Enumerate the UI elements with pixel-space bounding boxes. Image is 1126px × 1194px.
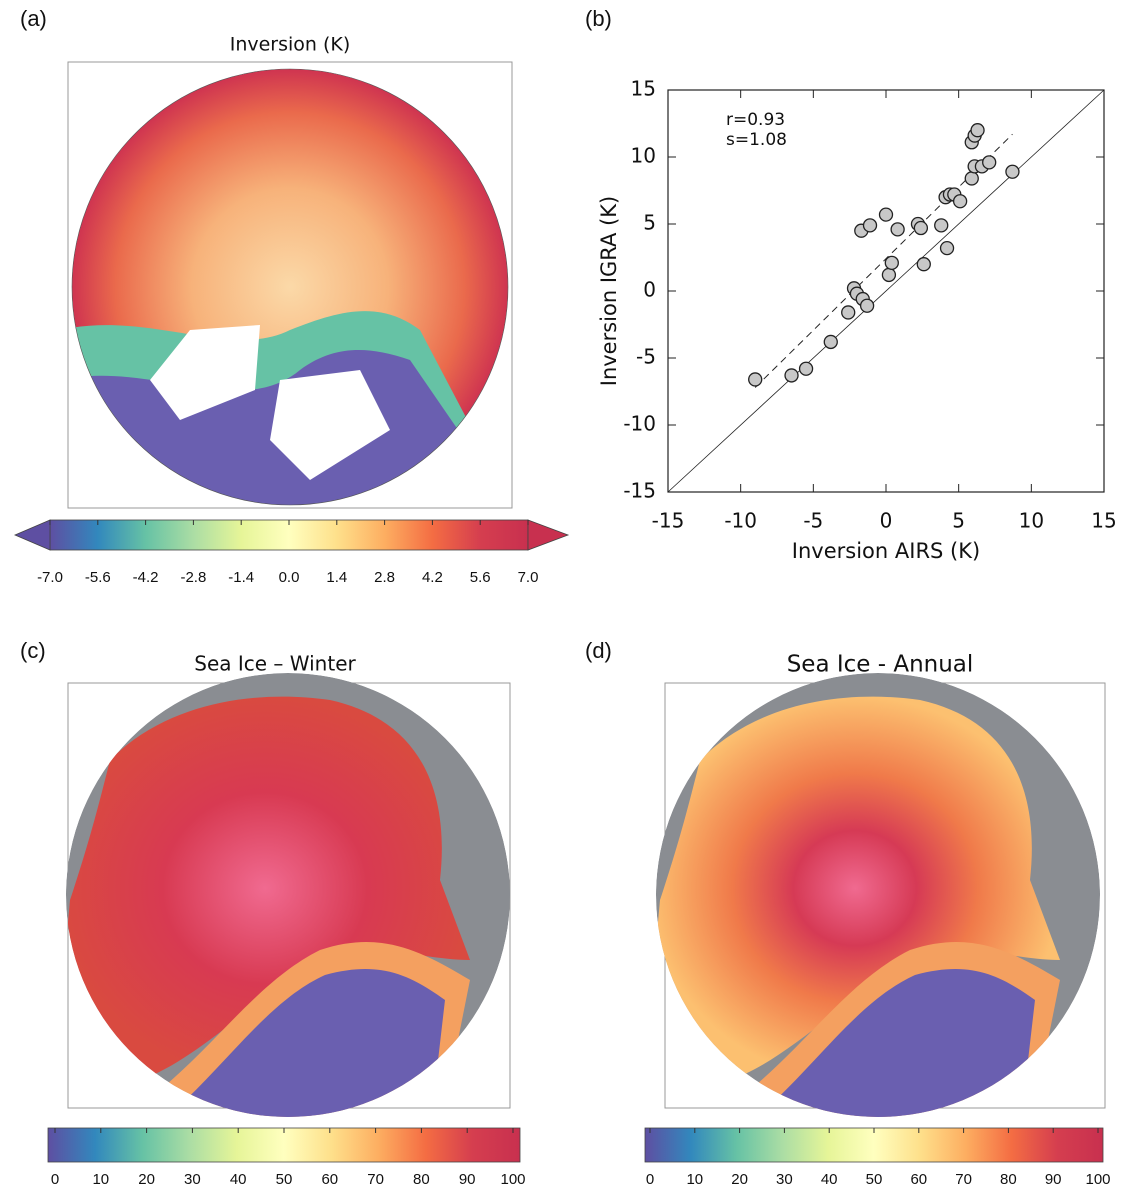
point (882, 268, 895, 281)
figure: (a) Inversion (K) -7.0 -5.6 -4.2 -2.8 -1.4 0.0 1… (0, 0, 1126, 1194)
colorbar-tick-label: -2.8 (180, 569, 206, 586)
map-a (60, 62, 520, 520)
colorbar-tick-label: 80 (413, 1171, 430, 1188)
colorbar-tick-label: 5.6 (470, 569, 491, 586)
point (800, 362, 813, 375)
colorbar-tick-label: 60 (910, 1171, 927, 1188)
colorbar-tick-label: 20 (138, 1171, 155, 1188)
colorbar-tick-label: 7.0 (518, 569, 539, 586)
colorbar-tick-label: 100 (1085, 1171, 1110, 1188)
point (891, 223, 904, 236)
colorbar-tick-label: -1.4 (228, 569, 254, 586)
x-tick-label: -15 (652, 509, 685, 533)
colorbar-tick-label: 100 (500, 1171, 525, 1188)
panel-label: (a) (20, 6, 47, 31)
colorbar-tick-label: 80 (1000, 1171, 1017, 1188)
chart-title: Sea Ice - Annual (787, 652, 974, 678)
point (914, 222, 927, 235)
y-axis-label: Inversion IGRA (K) (597, 196, 621, 387)
panel-label: (c) (20, 638, 46, 663)
point (842, 306, 855, 319)
colorbar-tick-label: 90 (459, 1171, 476, 1188)
x-axis-label: Inversion AIRS (K) (792, 539, 980, 563)
point (785, 369, 798, 382)
y-tick-label: -15 (623, 479, 656, 503)
colorbar-tick-label: -7.0 (37, 569, 63, 586)
colorbar (48, 1128, 520, 1162)
chart-title: Sea Ice – Winter (194, 652, 356, 676)
y-tick-label: -5 (636, 345, 656, 369)
annotation: s=1.08 (726, 130, 787, 150)
point (861, 299, 874, 312)
colorbar-tick-label: 10 (92, 1171, 109, 1188)
point (824, 335, 837, 348)
annotation: r=0.93 (726, 110, 785, 130)
colorbar-tick-label: 70 (367, 1171, 384, 1188)
colorbar-extend (15, 520, 50, 550)
colorbar (645, 1128, 1103, 1162)
y-tick-label: 0 (643, 278, 656, 302)
point (880, 208, 893, 221)
x-tick-label: -10 (724, 509, 757, 533)
point (971, 124, 984, 137)
chart-title: Inversion (K) (230, 34, 351, 56)
colorbar-tick-label: 60 (321, 1171, 338, 1188)
colorbar-tick-label: 30 (776, 1171, 793, 1188)
colorbar-tick-label: -5.6 (85, 569, 111, 586)
colorbar-tick-label: 4.2 (422, 569, 443, 586)
colorbar-extend (528, 520, 568, 550)
point (864, 219, 877, 232)
y-tick-label: 15 (631, 77, 656, 101)
colorbar-tick-label: 2.8 (374, 569, 395, 586)
colorbar-tick-label: 50 (276, 1171, 293, 1188)
colorbar-tick-label: 10 (686, 1171, 703, 1188)
point (917, 258, 930, 271)
colorbar-tick-label: 20 (731, 1171, 748, 1188)
colorbar-tick-label: 0.0 (279, 569, 300, 586)
point (749, 373, 762, 386)
point (965, 172, 978, 185)
x-tick-label: 0 (880, 509, 893, 533)
point (941, 242, 954, 255)
point (935, 219, 948, 232)
colorbar-tick-label: 30 (184, 1171, 201, 1188)
colorbar-tick-label: 40 (821, 1171, 838, 1188)
point (885, 256, 898, 269)
y-tick-label: 10 (631, 144, 656, 168)
panel-label: (b) (585, 6, 612, 31)
x-tick-label: 5 (952, 509, 965, 533)
colorbar-tick-label: 1.4 (326, 569, 347, 586)
colorbar-tick-label: 70 (955, 1171, 972, 1188)
identity-line (668, 90, 1104, 492)
colorbar-tick-label: 40 (230, 1171, 247, 1188)
x-tick-label: 15 (1091, 509, 1116, 533)
y-tick-label: 5 (643, 211, 656, 235)
x-tick-label: 10 (1019, 509, 1044, 533)
x-tick-label: -5 (803, 509, 823, 533)
y-tick-label: -10 (623, 412, 656, 436)
colorbar-tick-label: 0 (646, 1171, 654, 1188)
colorbar-tick-label: 0 (51, 1171, 59, 1188)
map-d (650, 673, 1105, 1130)
colorbar-tick-label: 90 (1045, 1171, 1062, 1188)
map-c (60, 673, 510, 1130)
point (983, 156, 996, 169)
point (1006, 165, 1019, 178)
colorbar-tick-label: 50 (866, 1171, 883, 1188)
colorbar-tick-label: -4.2 (133, 569, 159, 586)
point (954, 195, 967, 208)
panel-label: (d) (585, 638, 612, 663)
